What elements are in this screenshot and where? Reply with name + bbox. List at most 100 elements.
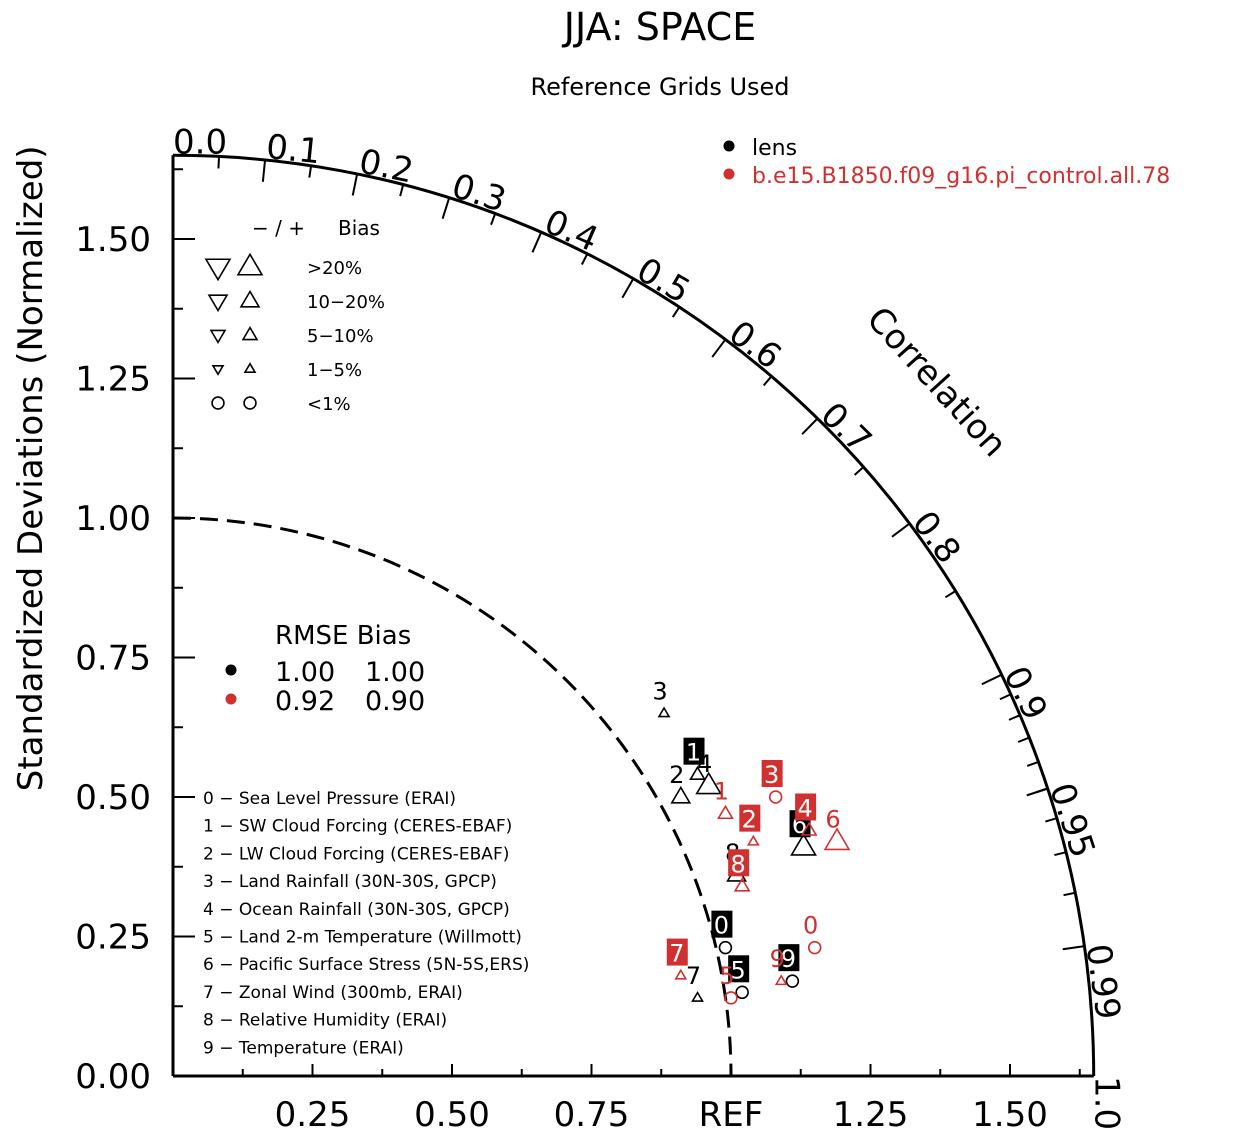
point-label: 0 [803,912,818,940]
x-tick-label: 1.25 [833,1095,909,1135]
corr-tick-label: 0.5 [630,250,697,312]
corr-axis-title: Correlation [859,299,1015,465]
point-marker [695,771,723,795]
corr-tick [261,159,267,182]
rmse-dot [225,664,237,676]
corr-tick [891,522,911,538]
corr-tick-label: 0.2 [356,142,417,192]
bias-legend-label: 1−5% [307,360,362,381]
variable-label: 2 − LW Cloud Forcing (CERES-EBAF) [203,844,509,864]
point-marker [718,940,733,955]
data-marks: 01234567890123456789 [652,677,851,1005]
point-label-box [739,804,761,832]
corr-minor-tick [1054,851,1067,857]
point-label-box [728,955,750,983]
point-label: 3 [652,677,667,705]
legend-label: lens [752,136,797,161]
rmse-header: RMSE Bias [275,621,411,651]
x-tick-label: 0.25 [275,1095,351,1135]
point-marker [807,940,822,955]
rmse-dot [225,693,237,705]
point-label-box [778,944,800,972]
point-marker [790,832,817,856]
point-marker [670,785,692,804]
bias-legend-tri-down [207,294,229,313]
corr-minor-tick [581,253,589,265]
x-tick-label: 0.75 [554,1095,630,1135]
bias-value: 0.90 [365,686,425,717]
corr-tick-label: 0.9 [995,660,1055,726]
point-label: 9 [781,945,796,973]
bias-legend-header: Bias [338,216,380,240]
y-tick-label: 0.75 [75,639,151,679]
point-marker [657,706,671,718]
point-marker [691,991,704,1002]
chart-subtitle: Reference Grids Used [530,73,789,101]
variable-label: 3 − Land Rainfall (30N-30S, GPCP) [203,872,497,892]
bias-legend-tri-up [239,289,261,308]
point-label: 6 [825,806,840,834]
variable-label: 6 − Pacific Surface Stress (5N-5S,ERS) [203,955,529,975]
y-tick-label: 0.00 [75,1057,151,1097]
point-label: 5 [731,956,746,984]
corr-tick [441,197,451,219]
corr-minor-tick [490,213,497,226]
y-tick-label: 1.25 [75,360,151,400]
point-label: 7 [669,940,684,968]
y-tick-label: 0.50 [75,778,151,818]
corr-tick-label: 0.1 [264,127,322,172]
point-label-box [728,849,750,877]
corr-tick [351,173,359,196]
corr-minor-tick [1063,891,1076,897]
point-label: 2 [742,806,757,834]
bias-legend-tri-up [236,252,264,276]
bias-legend-tri-down [204,258,232,282]
variable-label: 1 − SW Cloud Forcing (CERES-EBAF) [203,817,512,837]
variable-label: 7 − Zonal Wind (300mb, ERAI) [203,983,463,1003]
y-tick-label: 1.00 [75,499,151,539]
point-label-box [711,910,733,938]
point-label: 4 [697,750,712,778]
point-marker [724,991,738,1005]
point-label: 1 [686,739,701,767]
point-label: 4 [797,794,812,822]
point-label: 2 [669,761,684,789]
point-marker [674,968,688,980]
corr-tick [1062,945,1085,951]
point-marker [768,790,783,804]
point-marker [746,834,760,846]
corr-minor-tick [1045,817,1058,823]
point-label: 9 [770,945,785,973]
corr-minor-tick [308,165,313,178]
corr-tick [621,278,635,299]
rmse-value: 1.00 [275,657,335,688]
x-tick-label: REF [699,1095,764,1135]
bias-legend-tri-down [211,364,225,376]
corr-minor-tick [853,466,865,476]
point-label-box [666,938,688,966]
corr-tick [531,231,543,253]
legend-dot [723,140,735,152]
corr-tick [981,673,1003,686]
corr-minor-tick [1017,736,1030,743]
corr-minor-tick [944,590,957,599]
corr-tick-label: 0.7 [813,395,880,461]
outer-arc [172,153,1096,1077]
legend: lens b.e15.B1850.f09_g16.pi_control.all.7… [203,136,1170,1058]
corr-minor-tick [399,184,405,197]
point-label: 1 [714,778,729,806]
point-marker [689,765,706,781]
bias-legend-circle [243,396,257,410]
y-tick-label: 1.50 [75,220,151,260]
corr-minor-tick [671,306,681,318]
bias-legend-circle [211,396,225,410]
corr-tick-label: 0.3 [447,166,511,220]
corr-tick-label: 0.0 [173,122,227,162]
corr-minor-tick [999,693,1012,701]
bias-legend-tri-down [209,329,227,344]
point-marker [717,804,734,820]
point-marker [733,877,751,892]
point-marker [735,985,749,1000]
